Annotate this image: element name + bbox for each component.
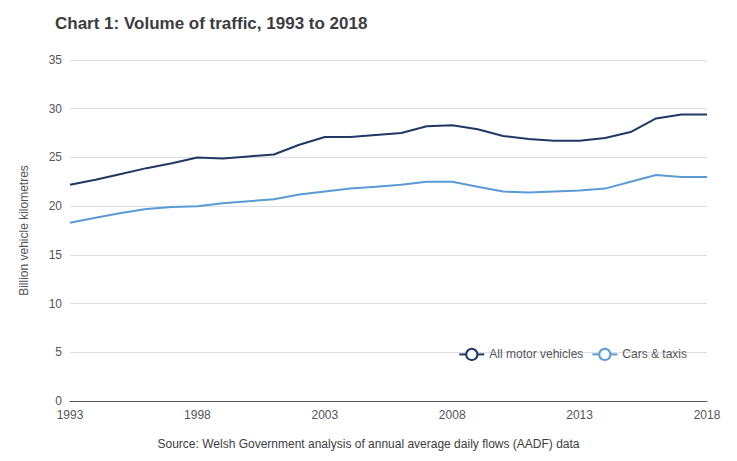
svg-text:1998: 1998	[184, 408, 211, 422]
svg-text:20: 20	[49, 199, 63, 213]
svg-text:All motor vehicles: All motor vehicles	[489, 347, 583, 361]
svg-text:Billion vehicle kilometres: Billion vehicle kilometres	[17, 165, 31, 296]
svg-text:0: 0	[55, 394, 62, 408]
svg-text:2018: 2018	[694, 408, 721, 422]
svg-text:2008: 2008	[439, 408, 466, 422]
svg-text:15: 15	[49, 248, 63, 262]
svg-text:35: 35	[49, 53, 63, 67]
svg-text:10: 10	[49, 297, 63, 311]
svg-text:2003: 2003	[311, 408, 338, 422]
svg-text:2013: 2013	[566, 408, 593, 422]
svg-text:Source: Welsh Government analy: Source: Welsh Government analysis of ann…	[158, 437, 580, 451]
svg-text:25: 25	[49, 150, 63, 164]
svg-text:Cars & taxis: Cars & taxis	[622, 347, 687, 361]
svg-text:30: 30	[49, 102, 63, 116]
svg-text:Chart 1: Volume of traffic, 19: Chart 1: Volume of traffic, 1993 to 2018	[55, 14, 367, 33]
svg-text:1993: 1993	[57, 408, 84, 422]
svg-text:5: 5	[55, 345, 62, 359]
